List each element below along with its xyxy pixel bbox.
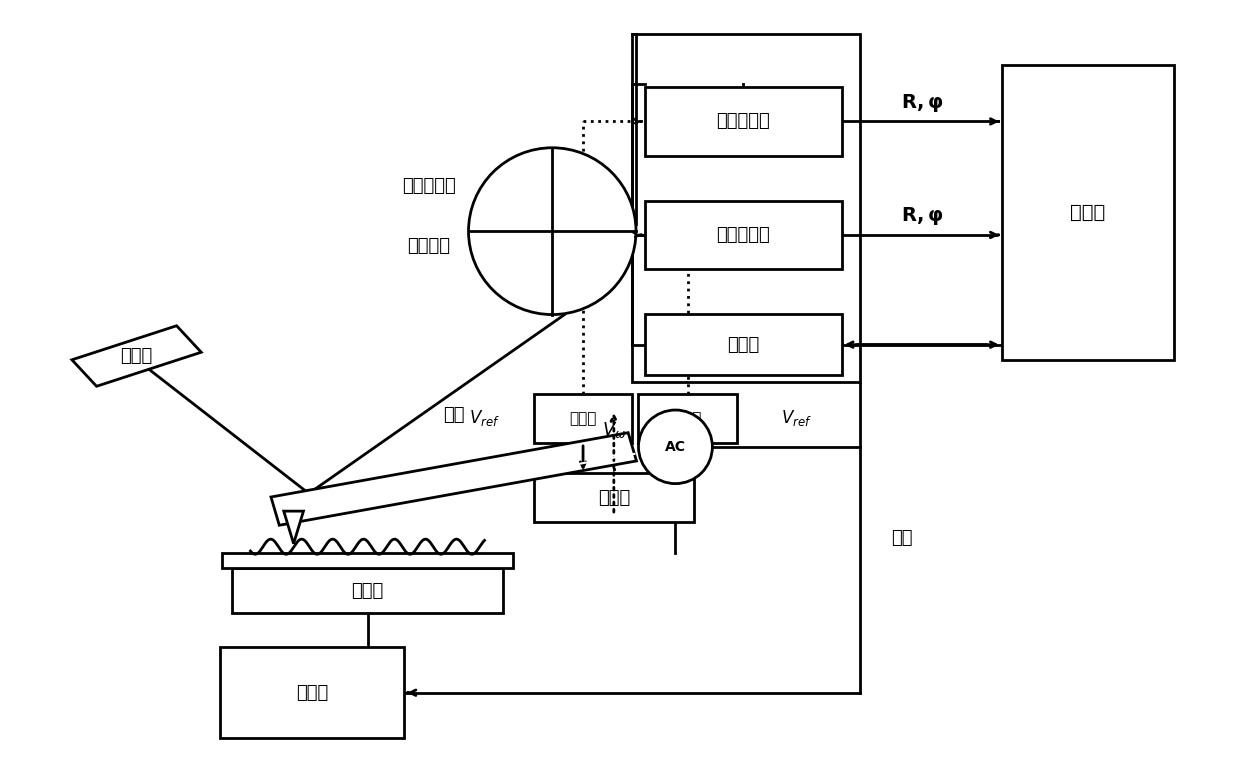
Text: 加法器: 加法器: [598, 489, 630, 507]
Text: 扫描管: 扫描管: [296, 684, 329, 702]
Text: $\mathbf{R, \varphi}$: $\mathbf{R, \varphi}$: [900, 205, 942, 227]
Text: 控制器: 控制器: [727, 336, 759, 353]
Text: 反馈: 反馈: [892, 529, 913, 547]
Text: $\mathbf{R, \varphi}$: $\mathbf{R, \varphi}$: [900, 92, 942, 113]
Text: 频率源: 频率源: [675, 411, 702, 426]
Bar: [632, 34, 861, 382]
Bar: [1002, 65, 1174, 360]
Bar: [232, 568, 503, 614]
Bar: [645, 314, 842, 375]
Text: 四象限限光: 四象限限光: [402, 177, 456, 195]
Text: AC: AC: [665, 440, 686, 454]
Bar: [645, 201, 842, 269]
Bar: [222, 553, 513, 568]
Bar: [219, 647, 404, 738]
Text: 计算机: 计算机: [1070, 203, 1106, 222]
Text: $V_{ref}$: $V_{ref}$: [781, 409, 811, 428]
Text: 锁相放大器: 锁相放大器: [717, 112, 770, 131]
Text: 电转换器: 电转换器: [408, 237, 450, 256]
Bar: [533, 474, 694, 522]
Ellipse shape: [469, 148, 636, 314]
Bar: [639, 394, 737, 443]
Text: 激光器: 激光器: [120, 347, 153, 365]
Text: $V_{\omega}$: $V_{\omega}$: [601, 420, 626, 440]
Polygon shape: [284, 511, 304, 544]
Text: $V_{ref}$: $V_{ref}$: [469, 409, 500, 428]
Text: 锁相放大器: 锁相放大器: [717, 226, 770, 244]
Text: 样品台: 样品台: [351, 581, 383, 600]
Text: 悬臂: 悬臂: [443, 406, 465, 424]
Text: 频率源: 频率源: [569, 411, 596, 426]
Polygon shape: [72, 326, 201, 386]
Bar: [645, 87, 842, 155]
Bar: [533, 394, 632, 443]
Ellipse shape: [639, 410, 712, 483]
Polygon shape: [272, 433, 636, 526]
